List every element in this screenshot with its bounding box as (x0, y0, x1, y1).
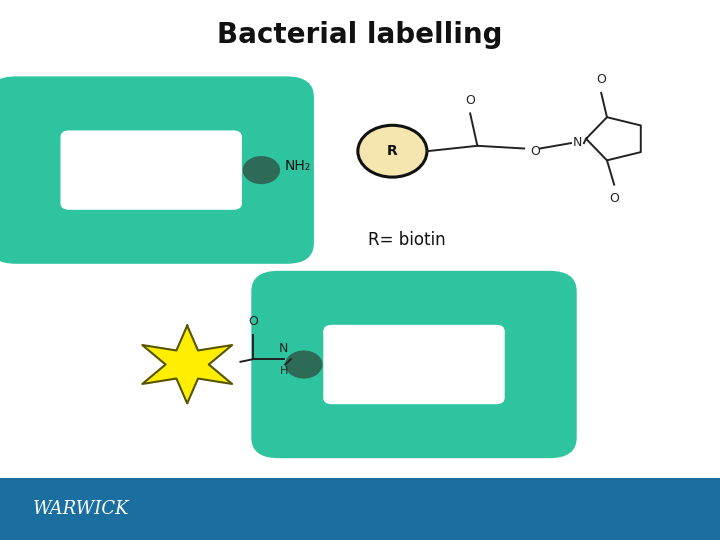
Circle shape (243, 156, 280, 184)
Text: O: O (530, 145, 540, 158)
Text: O: O (465, 94, 475, 107)
Circle shape (358, 125, 427, 177)
Text: Bacterial labelling: Bacterial labelling (217, 21, 503, 49)
Text: R= biotin: R= biotin (368, 231, 446, 249)
FancyBboxPatch shape (0, 478, 720, 540)
Text: H: H (279, 366, 288, 376)
Text: NH₂: NH₂ (284, 159, 310, 173)
FancyBboxPatch shape (60, 130, 242, 210)
Text: WARWICK: WARWICK (32, 500, 129, 518)
FancyBboxPatch shape (251, 271, 577, 458)
Text: N: N (279, 342, 289, 355)
Polygon shape (143, 326, 232, 403)
Text: R: R (387, 144, 397, 158)
Text: O: O (609, 192, 619, 205)
Text: O: O (248, 315, 258, 328)
Text: O: O (596, 73, 606, 86)
FancyBboxPatch shape (323, 325, 505, 404)
FancyBboxPatch shape (0, 76, 314, 264)
Circle shape (285, 350, 323, 379)
Text: N: N (572, 136, 582, 148)
